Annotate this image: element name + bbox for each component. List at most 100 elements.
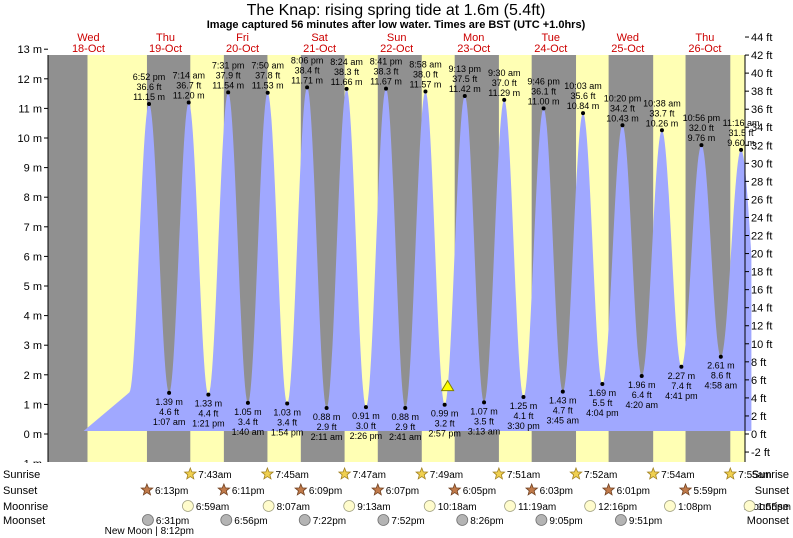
right-tick-label: 8 ft [751,357,766,369]
day-label-date: 24-Oct [534,43,567,55]
moonrise-time: 9:13am [357,502,390,513]
right-tick-label: 34 ft [751,122,772,134]
low-tide-m: 1.43 m [549,396,577,406]
high-tide-m: 9.76 m [688,133,716,143]
moonrise-icon [664,500,676,512]
sunrise-icon [492,466,506,480]
new-moon-label: New Moon | 8:12pm [105,526,194,537]
low-tide-time: 2:26 pm [350,431,383,441]
high-tide-time: 10:20 pm [604,93,642,103]
right-tick-label: 18 ft [751,267,772,279]
high-tide-marker [305,85,310,90]
low-tide-ft: 3.4 ft [238,417,259,427]
moonrise-time: 12:16pm [598,502,637,513]
low-tide-m: 1.03 m [273,408,301,418]
low-tide-ft: 3.2 ft [435,419,456,429]
sunset-time: 6:13pm [155,486,188,497]
high-tide-time: 8:41 pm [370,57,403,67]
high-tide-marker [541,106,546,111]
day-label-dow: Fri [236,32,249,44]
low-tide-time: 3:13 am [468,426,501,436]
low-tide-marker [639,373,644,378]
moonset-time: 7:22pm [313,516,346,527]
high-tide-ft: 36.7 ft [176,80,202,90]
moonset-icon [615,514,627,526]
high-tide-time: 7:14 am [172,70,205,80]
high-tide-time: 10:56 pm [683,113,721,123]
low-tide-marker [718,354,723,359]
high-tide-m: 11.20 m [173,90,205,100]
day-label-dow: Tue [541,32,560,44]
low-tide-marker [245,400,250,405]
low-tide-ft: 3.4 ft [277,418,298,428]
right-tick-label: 24 ft [751,212,772,224]
high-tide-m: 11.67 m [370,77,402,87]
moonset-icon [298,514,311,526]
high-tide-marker [581,111,586,116]
low-tide-marker [482,400,487,405]
high-tide-ft: 38.0 ft [413,70,439,80]
high-tide-marker [344,86,349,91]
right-tick-label: 0 ft [751,429,766,441]
moonset-time: 6:31pm [156,516,189,527]
right-tick-label: -2 ft [751,447,770,459]
high-tide-marker [147,101,152,106]
right-tick-label: 40 ft [751,68,772,80]
low-tide-time: 1:54 pm [271,428,304,438]
right-tick-label: 44 ft [751,32,772,44]
sunset-time: 6:07pm [386,486,419,497]
high-tide-ft: 37.5 ft [452,74,478,84]
low-tide-m: 1.25 m [510,401,538,411]
high-tide-marker [659,128,664,133]
low-tide-time: 1:07 am [153,417,186,427]
low-tide-m: 2.61 m [707,361,735,371]
high-tide-m: 11.00 m [528,96,560,106]
low-tide-time: 1:21 pm [192,419,225,429]
sunrise-icon [569,466,583,480]
high-tide-ft: 37.9 ft [216,70,242,80]
moonset-time: 8:26pm [470,516,503,527]
rows-background [0,463,793,538]
low-tide-m: 1.33 m [195,399,223,409]
high-tide-m: 11.66 m [331,77,363,87]
high-tide-time: 9:13 pm [449,64,482,74]
right-tick-label: 2 ft [751,411,766,423]
low-tide-time: 3:45 am [547,416,580,426]
sunset-icon [524,482,539,496]
row-label-moonrise-left: Moonrise [3,501,48,513]
moonset-time: 6:56pm [234,516,267,527]
right-tick-label: 36 ft [751,104,772,116]
low-tide-marker [600,381,605,386]
right-tick-label: 20 ft [751,249,772,261]
low-tide-m: 1.07 m [470,406,498,416]
day-label-dow: Wed [617,32,639,44]
low-tide-m: 2.27 m [668,371,696,381]
sunrise-icon [260,466,275,480]
left-tick-label: 6 m [24,251,42,263]
moonrise-icon [182,500,194,512]
high-tide-marker [462,93,467,98]
sunset-time: 6:09pm [309,486,342,497]
sunrise-time: 7:45am [275,470,308,481]
high-tide-m: 11.15 m [133,92,165,102]
right-tick-label: 12 ft [751,321,772,333]
right-tick-label: 4 ft [751,393,766,405]
high-tide-m: 9.60 m [727,138,755,148]
low-tide-marker [521,395,526,399]
sunrise-time: 7:49am [430,470,463,481]
low-tide-m: 0.99 m [431,409,459,419]
right-tick-label: 30 ft [751,158,772,170]
day-label-date: 20-Oct [226,43,259,55]
current-level [440,379,455,392]
low-tide-ft: 2.9 ft [395,422,416,432]
high-tide-ft: 32.0 ft [689,123,715,133]
day-label-date: 23-Oct [457,43,490,55]
high-tide-ft: 34.2 ft [610,103,636,113]
low-tide-marker [442,402,447,407]
sunrise-time: 7:52am [584,470,617,481]
day-labels: Wed18-OctThu19-OctFri20-OctSat21-OctSun2… [72,32,721,55]
chart-subtitle: Image captured 56 minutes after low wate… [207,19,586,31]
low-tide-m: 0.91 m [352,411,380,421]
sunset-icon [294,482,308,496]
